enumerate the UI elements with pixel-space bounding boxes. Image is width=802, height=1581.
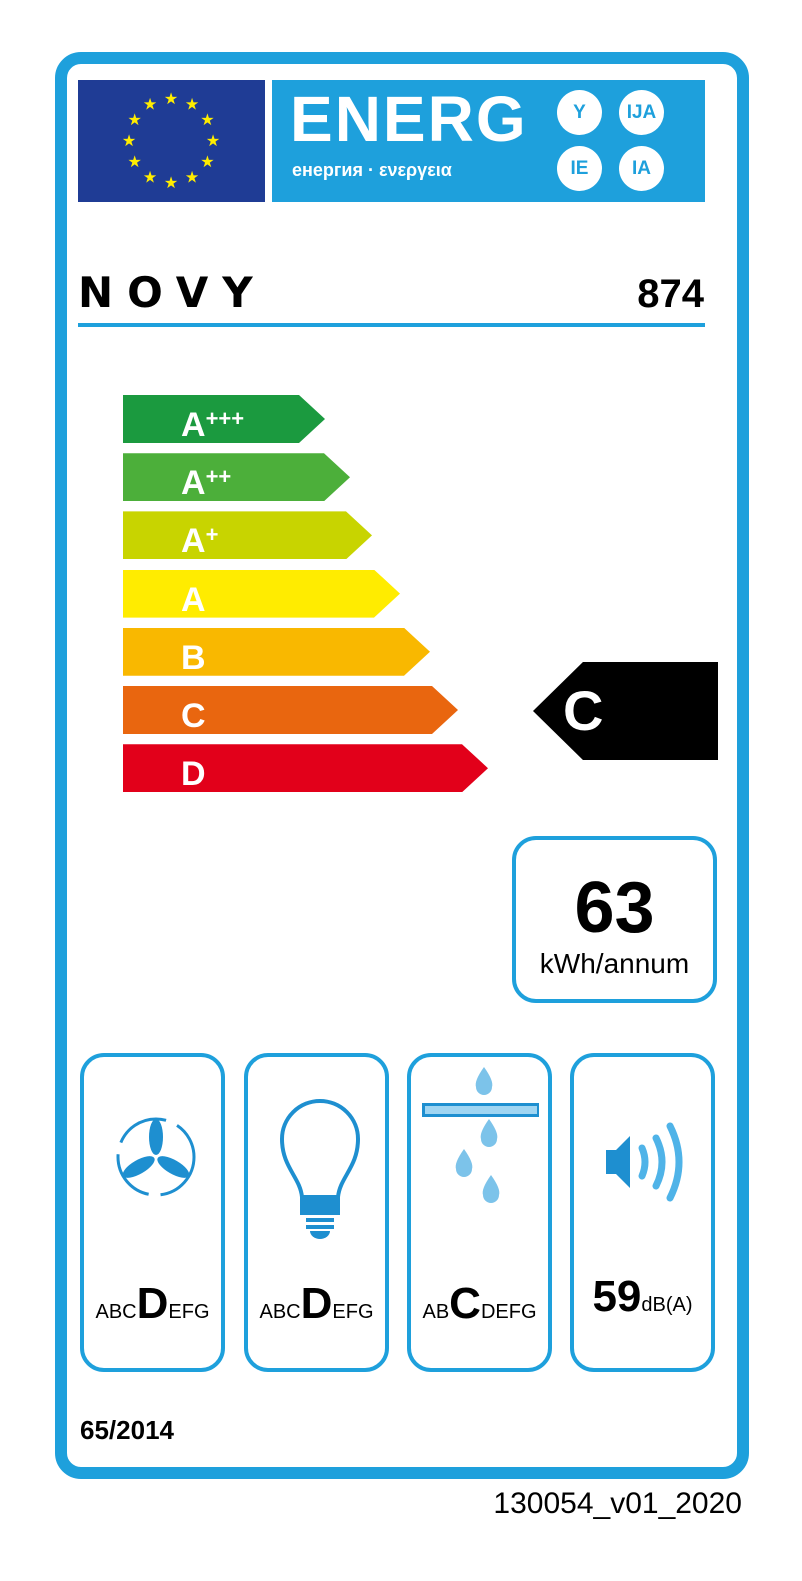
suffix-ia: IA — [619, 146, 664, 191]
fluid-dynamic-box: ABCDEFG — [80, 1053, 225, 1372]
label-frame — [55, 52, 749, 1479]
noise-level: 59dB(A) — [592, 1272, 693, 1321]
suffix-ija: IJA — [619, 90, 664, 135]
eu-flag: ★ ★ ★ ★ ★ ★ ★ ★ ★ ★ ★ ★ — [78, 80, 265, 202]
energy-class-bar: B — [123, 627, 430, 677]
star-icon: ★ — [143, 95, 157, 114]
suffix-ie: IE — [557, 146, 602, 191]
star-icon: ★ — [185, 167, 199, 186]
star-icon: ★ — [122, 131, 136, 150]
energy-class-bar: D — [123, 744, 488, 794]
star-icon: ★ — [164, 89, 178, 108]
grease-filter-icon — [422, 1067, 539, 1203]
filter-class-scale: ABCDEFG — [422, 1279, 537, 1328]
brand-name: NOVY — [78, 268, 267, 317]
class-letter: B — [181, 638, 206, 677]
fan-icon — [116, 1117, 196, 1197]
regulation-number: 65/2014 — [80, 1415, 174, 1445]
energy-class-bar: C — [123, 686, 458, 734]
grease-filter-box: ABCDEFG — [407, 1053, 552, 1372]
energy-class-bar: A++ — [123, 453, 350, 503]
fan-class-scale: ABCDEFG — [95, 1279, 210, 1328]
energy-class-bar: A — [123, 569, 400, 619]
class-letter: A — [181, 464, 206, 503]
class-letter: A — [181, 522, 206, 561]
star-icon: ★ — [164, 173, 178, 192]
energy-consumption-box: 63 kWh/annum — [512, 836, 717, 1003]
energy-subtitle: енергия · ενεργεια — [292, 160, 452, 180]
class-plus: ++ — [205, 464, 232, 490]
lighting-box: ABCDEFG — [244, 1053, 389, 1372]
star-icon: ★ — [200, 152, 214, 171]
star-icon: ★ — [127, 152, 141, 171]
energy-value: 63 — [574, 868, 655, 948]
energy-header: ENERG енергия · ενεργεια Y IJA IE IA — [272, 80, 705, 202]
energy-word: ENERG — [290, 83, 528, 155]
star-icon: ★ — [127, 110, 141, 129]
model-number: 874 — [637, 272, 704, 316]
energy-class-bar: A+ — [123, 511, 372, 561]
divider — [78, 323, 705, 327]
label-code: 130054_v01_2020 — [493, 1487, 742, 1520]
energy-class-bar: A+++ — [123, 395, 325, 443]
class-letter: A — [181, 406, 206, 444]
class-letter: A — [181, 580, 206, 619]
class-plus: +++ — [205, 406, 245, 431]
star-icon: ★ — [200, 110, 214, 129]
speaker-icon — [606, 1122, 683, 1202]
noise-box: 59dB(A) — [570, 1053, 715, 1372]
light-bulb-icon — [279, 1099, 361, 1239]
suffix-y: Y — [557, 90, 602, 135]
light-class-scale: ABCDEFG — [259, 1279, 374, 1328]
star-icon: ★ — [206, 131, 220, 150]
star-icon: ★ — [185, 95, 199, 114]
class-letter: D — [181, 755, 206, 794]
energy-unit: kWh/annum — [539, 948, 690, 979]
class-letter: C — [181, 697, 206, 735]
class-plus: + — [205, 522, 219, 548]
star-icon: ★ — [143, 167, 157, 186]
